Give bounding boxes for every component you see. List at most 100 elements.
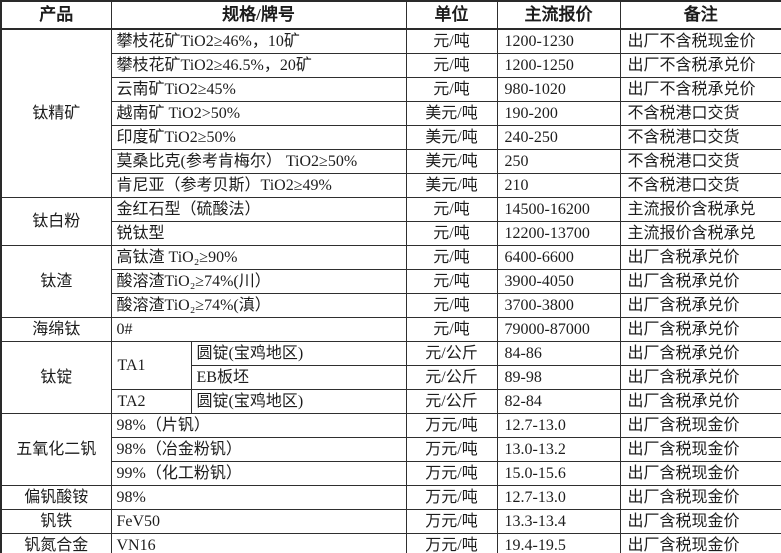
- note-cell: 出厂含税承兑价: [619, 245, 781, 270]
- price-cell: 12.7-13.0: [496, 485, 621, 510]
- note-cell: 出厂含税承兑价: [619, 293, 781, 318]
- col-header-unit: 单位: [405, 0, 498, 30]
- note-cell: 出厂含税现金价: [619, 461, 781, 486]
- col-header-spec: 规格/牌号: [110, 0, 407, 30]
- spec-cell: 攀枝花矿TiO2≥46.5%，20矿: [110, 53, 407, 78]
- price-cell: 240-250: [496, 125, 621, 150]
- table-row: 钛精矿 攀枝花矿TiO2≥46%，10矿 元/吨 1200-1230 出厂不含税…: [0, 28, 781, 198]
- product-cell: 钒铁: [0, 509, 112, 534]
- product-cell: 钛锭: [0, 341, 112, 414]
- table-row: TA2 圆锭(宝鸡地区) 元/公斤 82-84 出厂含税承兑价: [1, 389, 781, 414]
- note-cell: 出厂含税现金价: [619, 413, 781, 438]
- unit-cell: 美元/吨: [405, 149, 498, 174]
- product-cell: 海绵钛: [0, 317, 112, 342]
- spec-cell: 锐钛型: [110, 221, 407, 246]
- table-row: 莫桑比克(参考肯梅尔） TiO2≥50% 美元/吨 250 不含税港口交货: [1, 149, 781, 174]
- spec-cell: 金红石型（硫酸法）: [110, 197, 407, 222]
- table-row: 肯尼亚（参考贝斯）TiO2≥49% 美元/吨 210 不含税港口交货: [1, 173, 781, 198]
- table-row: 锐钛型 元/吨 12200-13700 主流报价含税承兑: [1, 221, 781, 246]
- table-header-row: 产品 规格/牌号 单位 主流报价 备注: [0, 0, 781, 30]
- unit-cell: 万元/吨: [405, 461, 498, 486]
- spec-cell: 圆锭(宝鸡地区): [190, 389, 407, 414]
- price-cell: 19.4-19.5: [496, 533, 621, 553]
- note-cell: 出厂含税承兑价: [619, 365, 781, 390]
- table-row: EB板坯 元/公斤 89-98 出厂含税承兑价: [1, 365, 781, 390]
- note-cell: 不含税港口交货: [619, 125, 781, 150]
- col-header-price: 主流报价: [496, 0, 621, 30]
- product-cell: 五氧化二钒: [0, 413, 112, 486]
- unit-cell: 元/吨: [405, 28, 498, 54]
- table-row: 钛白粉 金红石型（硫酸法） 元/吨 14500-16200 主流报价含税承兑: [0, 197, 781, 246]
- note-cell: 出厂含税承兑价: [619, 269, 781, 294]
- price-cell: 250: [496, 149, 621, 174]
- table-row: 98%（冶金粉钒） 万元/吨 13.0-13.2 出厂含税现金价: [1, 437, 781, 462]
- product-cell: 钛渣: [0, 245, 112, 318]
- note-cell: 出厂不含税现金价: [619, 28, 781, 54]
- price-cell: 12.7-13.0: [496, 413, 621, 438]
- price-cell: 14500-16200: [496, 197, 621, 222]
- spec-cell: 云南矿TiO2≥45%: [110, 77, 407, 102]
- table-row: 五氧化二钒 98%（片钒） 万元/吨 12.7-13.0 出厂含税现金价: [0, 413, 781, 486]
- unit-cell: 元/公斤: [405, 341, 498, 366]
- price-cell: 980-1020: [496, 77, 621, 102]
- price-cell: 1200-1250: [496, 53, 621, 78]
- note-cell: 出厂含税承兑价: [619, 341, 781, 366]
- table-row: 99%（化工粉钒） 万元/吨 15.0-15.6 出厂含税现金价: [1, 461, 781, 486]
- spec-cell: VN16: [110, 533, 407, 553]
- product-cell: 钛白粉: [0, 197, 112, 246]
- product-cell: 偏钒酸铵: [0, 485, 112, 510]
- table-row: 印度矿TiO2≥50% 美元/吨 240-250 不含税港口交货: [1, 125, 781, 150]
- price-cell: 190-200: [496, 101, 621, 126]
- spec-cell: 98%（冶金粉钒）: [110, 437, 407, 462]
- note-cell: 不含税港口交货: [619, 101, 781, 126]
- price-cell: 82-84: [496, 389, 621, 414]
- price-cell: 210: [496, 173, 621, 198]
- spec-cell: 99%（化工粉钒）: [110, 461, 407, 486]
- price-cell: 12200-13700: [496, 221, 621, 246]
- note-cell: 出厂含税承兑价: [619, 389, 781, 414]
- unit-cell: 元/吨: [405, 293, 498, 318]
- unit-cell: 元/吨: [405, 317, 498, 342]
- grade-cell: TA2: [110, 389, 192, 414]
- table-row: 海绵钛 0# 元/吨 79000-87000 出厂含税承兑价: [0, 317, 781, 342]
- price-cell: 3700-3800: [496, 293, 621, 318]
- table-row: 酸溶渣TiO₂≥74%(滇） 元/吨 3700-3800 出厂含税承兑价: [1, 293, 781, 318]
- note-cell: 出厂含税现金价: [619, 509, 781, 534]
- spec-cell: FeV50: [110, 509, 407, 534]
- spec-cell: 莫桑比克(参考肯梅尔） TiO2≥50%: [110, 149, 407, 174]
- price-cell: 79000-87000: [496, 317, 621, 342]
- unit-cell: 元/吨: [405, 197, 498, 222]
- unit-cell: 万元/吨: [405, 509, 498, 534]
- product-cell: 钛精矿: [0, 28, 112, 198]
- product-cell: 钒氮合金: [0, 533, 112, 553]
- price-cell: 6400-6600: [496, 245, 621, 270]
- unit-cell: 元/吨: [405, 53, 498, 78]
- spec-cell: 肯尼亚（参考贝斯）TiO2≥49%: [110, 173, 407, 198]
- table-row: 酸溶渣TiO₂≥74%(川） 元/吨 3900-4050 出厂含税承兑价: [1, 269, 781, 294]
- spec-cell: 攀枝花矿TiO2≥46%，10矿: [110, 28, 407, 54]
- unit-cell: 元/公斤: [405, 389, 498, 414]
- price-cell: 89-98: [496, 365, 621, 390]
- unit-cell: 元/吨: [405, 245, 498, 270]
- unit-cell: 万元/吨: [405, 437, 498, 462]
- col-header-note: 备注: [619, 0, 781, 30]
- table-row: 钒铁 FeV50 万元/吨 13.3-13.4 出厂含税现金价: [0, 509, 781, 534]
- spec-cell: 印度矿TiO2≥50%: [110, 125, 407, 150]
- unit-cell: 美元/吨: [405, 125, 498, 150]
- note-cell: 出厂不含税承兑价: [619, 53, 781, 78]
- note-cell: 不含税港口交货: [619, 149, 781, 174]
- spec-cell: 98%: [110, 485, 407, 510]
- price-cell: 84-86: [496, 341, 621, 366]
- unit-cell: 元/吨: [405, 269, 498, 294]
- unit-cell: 万元/吨: [405, 413, 498, 438]
- spec-cell: EB板坯: [190, 365, 407, 390]
- unit-cell: 元/吨: [405, 221, 498, 246]
- price-cell: 3900-4050: [496, 269, 621, 294]
- unit-cell: 元/吨: [405, 77, 498, 102]
- table-row: 偏钒酸铵 98% 万元/吨 12.7-13.0 出厂含税现金价: [0, 485, 781, 510]
- note-cell: 出厂含税现金价: [619, 437, 781, 462]
- note-cell: 出厂含税现金价: [619, 533, 781, 553]
- unit-cell: 万元/吨: [405, 485, 498, 510]
